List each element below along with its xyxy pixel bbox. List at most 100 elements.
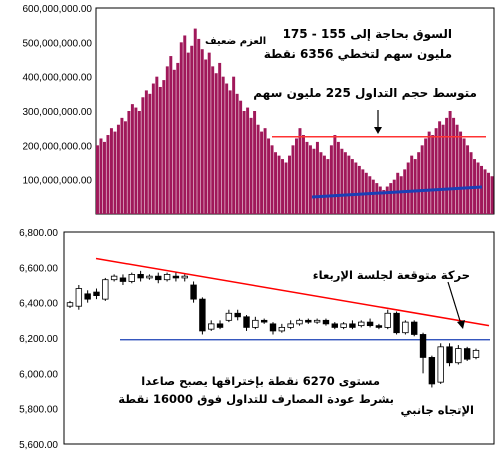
volume-bar bbox=[218, 62, 222, 215]
candle-body bbox=[437, 346, 444, 383]
volume-bar bbox=[406, 162, 410, 214]
volume-bar bbox=[392, 179, 396, 214]
price-y-tick: 6,400.00 bbox=[19, 299, 58, 310]
volume-chart: 600,000,000.00 500,000,000.00 400,000,000.… bbox=[22, 4, 495, 215]
candle-body bbox=[313, 319, 321, 323]
volume-bar bbox=[336, 141, 340, 214]
volume-y-tick: 100,000,000.00 bbox=[22, 176, 92, 187]
candle-body bbox=[331, 323, 338, 328]
volume-bar bbox=[249, 117, 253, 214]
candle-body bbox=[322, 319, 330, 325]
candle-body bbox=[146, 275, 153, 279]
volume-bar bbox=[469, 152, 473, 214]
volume-y-tick: 400,000,000.00 bbox=[22, 73, 92, 84]
volume-bar bbox=[151, 83, 155, 214]
volume-bar bbox=[452, 117, 456, 214]
volume-bar bbox=[424, 138, 428, 214]
candle-body bbox=[260, 319, 268, 323]
volume-bar bbox=[253, 111, 257, 214]
volume-bar bbox=[455, 124, 459, 214]
volume-bar bbox=[350, 159, 354, 214]
candle-body bbox=[305, 319, 312, 323]
candle-body bbox=[393, 312, 400, 334]
volume-bar bbox=[228, 90, 232, 214]
candle-body bbox=[296, 319, 303, 325]
volume-bar bbox=[211, 66, 215, 215]
volume-bar bbox=[441, 124, 445, 214]
volume-y-axis: 600,000,000.00 500,000,000.00 400,000,000.… bbox=[22, 4, 92, 187]
candle-body bbox=[455, 348, 462, 364]
volume-bar bbox=[308, 145, 312, 214]
candle-body bbox=[119, 277, 127, 282]
volume-bar bbox=[417, 152, 421, 214]
price-y-tick: 6,600.00 bbox=[19, 263, 58, 274]
volume-bar bbox=[357, 165, 361, 214]
candle-body bbox=[358, 321, 365, 327]
market-needs-line2: مليون سهم لتخطي 6356 نقطة bbox=[264, 47, 452, 62]
downtrend-line bbox=[95, 257, 490, 327]
volume-bar bbox=[462, 138, 466, 214]
volume-bar bbox=[96, 145, 99, 214]
volume-bar bbox=[420, 145, 424, 214]
candle-body bbox=[84, 293, 91, 300]
volume-bar bbox=[389, 183, 393, 214]
volume-bar bbox=[193, 28, 197, 214]
wed-arrow bbox=[447, 281, 462, 325]
volume-bar bbox=[445, 117, 449, 214]
volume-bar bbox=[434, 128, 438, 214]
candle-body bbox=[375, 325, 383, 328]
volume-bar bbox=[410, 155, 414, 214]
volume-bar bbox=[385, 186, 389, 214]
volume-bar bbox=[382, 189, 386, 214]
volume-bar bbox=[326, 159, 330, 214]
volume-bar bbox=[354, 162, 358, 214]
candle-body bbox=[402, 321, 409, 334]
volume-bar bbox=[301, 135, 305, 214]
weak-momentum-label: العزم ضعيف bbox=[205, 36, 266, 47]
volume-bar bbox=[438, 121, 442, 214]
volume-bar bbox=[459, 131, 463, 214]
volume-bar bbox=[312, 148, 316, 214]
candle-body bbox=[225, 312, 233, 321]
wednesday-expected-label: حركة متوقعة لجلسة الإربعاء bbox=[313, 268, 470, 283]
volume-y-tick: 300,000,000.00 bbox=[22, 107, 92, 118]
candle-body bbox=[190, 284, 197, 300]
volume-bar bbox=[109, 128, 113, 214]
candle-body bbox=[419, 334, 427, 358]
market-needs-line1: السوق بحاجة إلى 155 - 175 bbox=[283, 27, 452, 42]
candle-body bbox=[472, 349, 480, 358]
candle-body bbox=[278, 326, 286, 332]
candle-body bbox=[446, 346, 453, 364]
volume-bar bbox=[322, 155, 326, 214]
volume-bar bbox=[368, 176, 372, 214]
avg-volume-label: متوسط حجم التداول 225 مليون سهم bbox=[253, 86, 477, 101]
volume-bar bbox=[260, 131, 264, 214]
volume-bar bbox=[134, 107, 138, 214]
candle-body bbox=[66, 302, 74, 307]
price-plot-area bbox=[63, 231, 495, 445]
price-y-axis: 6,800.00 6,600.00 6,400.00 6,200.00 6,000.00… bbox=[19, 228, 58, 451]
volume-bar bbox=[204, 59, 208, 214]
volume-bar bbox=[270, 145, 274, 214]
volume-bar bbox=[267, 138, 271, 214]
volume-bar bbox=[431, 135, 435, 214]
volume-bar bbox=[200, 49, 204, 215]
volume-bar bbox=[190, 45, 194, 214]
volume-bar bbox=[144, 90, 148, 214]
volume-bar bbox=[274, 152, 278, 214]
volume-y-tick: 500,000,000.00 bbox=[22, 38, 92, 49]
volume-trend-line bbox=[311, 185, 483, 199]
price-y-tick: 6,800.00 bbox=[19, 228, 58, 239]
volume-bar bbox=[375, 183, 379, 214]
level-6270-line1: مستوى 6270 نقطة بإختراقها يصبح صاعدا bbox=[141, 374, 380, 389]
volume-bar bbox=[315, 141, 319, 214]
volume-bar bbox=[158, 86, 162, 214]
sideways-direction-label: الإتجاه جانبي bbox=[401, 403, 474, 417]
volume-bar bbox=[305, 141, 309, 214]
volume-bar bbox=[232, 76, 236, 214]
volume-bar bbox=[99, 138, 103, 214]
candle-body bbox=[340, 323, 347, 328]
volume-bar bbox=[207, 52, 211, 214]
candle-body bbox=[137, 273, 144, 279]
candle-body bbox=[384, 312, 391, 328]
